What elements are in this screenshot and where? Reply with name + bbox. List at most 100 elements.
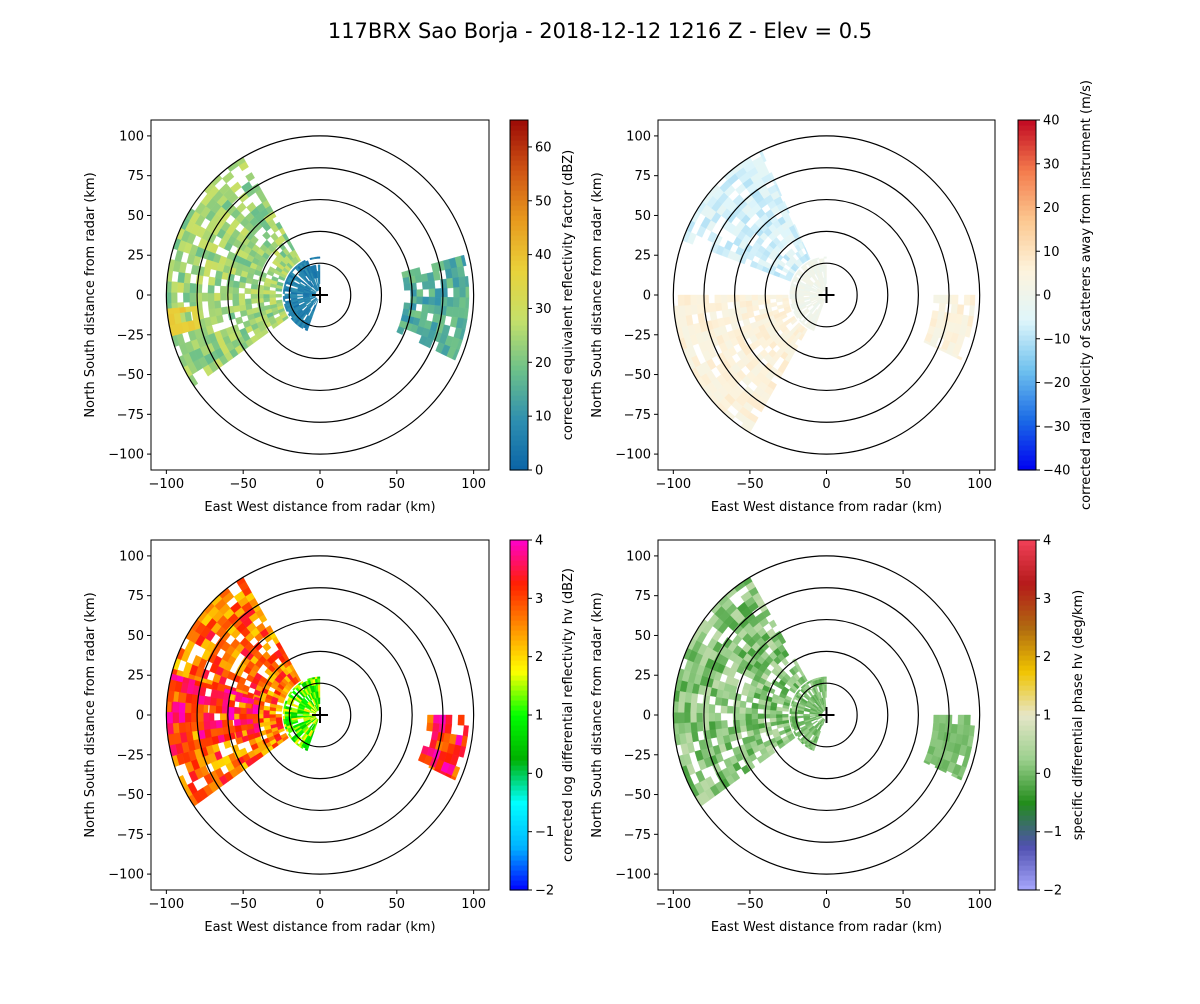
echo-gate [956,355,963,361]
echo-gate [265,625,274,634]
echo-gate [269,713,276,718]
colorbar-segment [1018,600,1036,606]
echo-gate [446,277,454,289]
range-ring [795,262,858,328]
colorbar-segment [510,585,528,591]
colorbar-segment [1018,660,1036,666]
echo-gate [788,248,796,257]
echo-gate [789,708,793,712]
colorbar-segment [510,420,528,426]
echo-gate [781,713,789,718]
colorbar-segment [1018,670,1036,676]
echo-gate [282,716,286,720]
colorbar-segment [510,760,528,766]
colorbar-segment [1018,155,1036,161]
y-tick-label: −75 [117,408,144,423]
colorbar-segment [510,190,528,196]
y-tick-label: −100 [615,868,651,883]
range-ring [764,230,889,360]
colorbar-segment [510,350,528,356]
colorbar-segment [1018,460,1036,466]
echo-gate [797,715,804,719]
echo-gate [170,281,178,293]
echo-gate [714,294,722,304]
y-axis-label: North South distance from radar (km) [83,172,98,417]
colorbar-segment [510,845,528,851]
colorbar-segment [510,390,528,396]
colorbar-segment [510,180,528,186]
echo-gate [696,721,704,732]
echo-gate [702,712,709,722]
echo-gate [428,280,436,290]
echo-gate [793,310,797,315]
echo-gate [246,713,253,720]
echo-gate [689,702,698,713]
echo-gate [262,642,272,652]
colorbar-segment [1018,210,1036,216]
colorbar-tick-label: −10 [1043,332,1070,347]
colorbar-segment [510,870,528,876]
echo-gate [221,705,229,714]
echo-gate [284,293,291,297]
echo-gate [410,296,418,304]
colorbar-segment [1018,645,1036,651]
echo-gate [283,303,287,308]
echo-gate [724,240,734,251]
echo-gate [269,717,277,722]
colorbar-segment [510,735,528,741]
colorbar-segment [510,460,528,466]
echo-layer [166,156,470,387]
echo-gate [964,325,973,338]
colorbar: 0 10 20 30 40 50 60 corrected equivalent reflec… [509,119,576,479]
colorbar-segment [1018,380,1036,386]
echo-gate [745,724,754,732]
echo-gate [677,701,685,713]
colorbar-segment [510,210,528,216]
echo-gate [282,290,286,294]
echo-gate [963,294,971,306]
colorbar-segment [1018,830,1036,836]
echo-gate [738,294,746,302]
echo-gate [192,654,202,667]
echo-gate [166,291,172,304]
echo-gate [458,745,467,758]
echo-gate [751,713,758,720]
echo-gate [232,305,241,313]
echo-gate [233,706,241,714]
y-tick-label: 0 [643,289,651,304]
echo-gate [465,286,470,298]
echo-gate [434,288,442,298]
y-tick-label: 100 [119,129,144,144]
colorbar-tick-label: 30 [535,302,552,317]
y-tick-label: 0 [136,709,144,724]
echo-gate [782,201,788,209]
colorbar-segment [1018,250,1036,256]
colorbar-segment [510,695,528,701]
echo-gate [677,294,685,307]
colorbar-segment [1018,845,1036,851]
echo-gate [751,718,759,725]
colorbar-segment [510,140,528,146]
echo-gate [956,775,963,781]
colorbar-segment [1018,200,1036,206]
echo-gate [464,275,470,288]
echo-gate [434,296,442,307]
echo-gate [239,713,247,720]
echo-gate [421,304,429,313]
y-tick-label: −100 [108,448,144,463]
echo-gate [262,297,270,303]
echo-gate [191,305,199,312]
colorbar-segment [510,580,528,586]
colorbar-segment [1018,340,1036,346]
echo-gate [751,299,759,307]
colorbar-segment [510,240,528,246]
colorbar-segment [510,280,528,286]
echo-gate [433,714,441,724]
echo-gate [460,254,467,267]
colorbar-segment [1018,175,1036,181]
colorbar-tick-label: 20 [1043,201,1060,216]
x-axis-label: East West distance from radar (km) [204,920,435,935]
colorbar-segment [1018,440,1036,446]
colorbar-label: corrected equivalent reflectivity factor… [561,150,576,441]
colorbar-segment [1018,420,1036,426]
